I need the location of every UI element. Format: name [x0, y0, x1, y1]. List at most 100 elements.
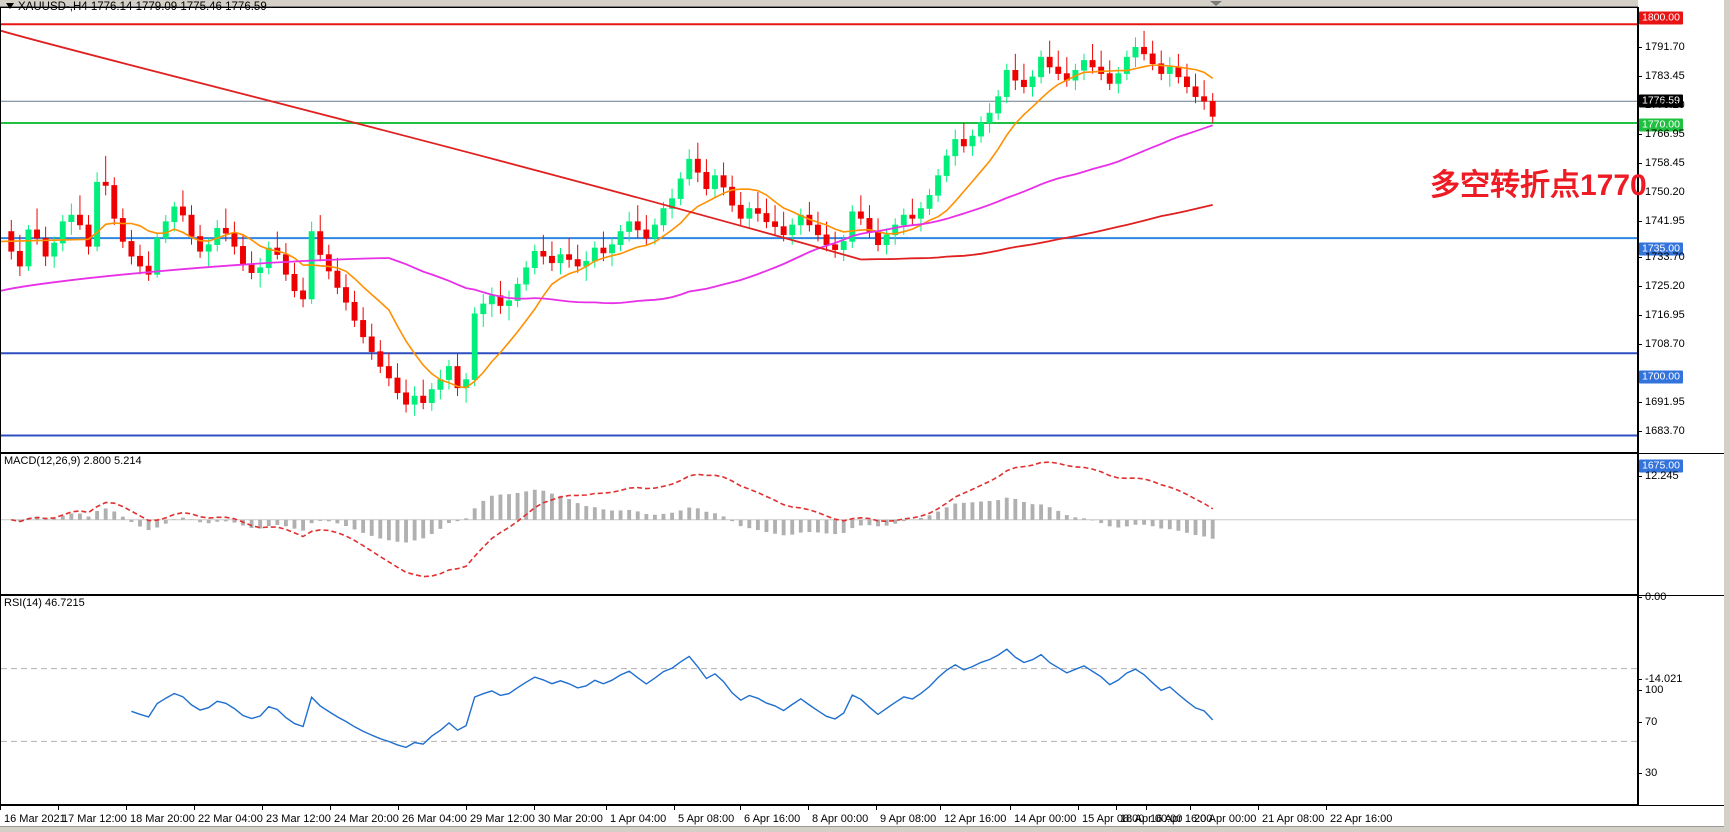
rsi-label: 70	[1645, 716, 1658, 728]
price-label: 1716.95	[1645, 309, 1685, 321]
time-label: 26 Mar 04:00	[402, 813, 467, 825]
scroll-grip[interactable]	[1210, 0, 1226, 7]
window-right-bar	[1724, 0, 1730, 832]
scale-tick	[1638, 76, 1642, 77]
price-label: 1691.95	[1645, 396, 1685, 408]
rsi-header: RSI(14) 46.7215	[4, 597, 85, 609]
scale-tick	[1638, 47, 1642, 48]
rsi-scale-divider	[1638, 595, 1730, 596]
price-label: 1708.70	[1645, 338, 1685, 350]
time-tick	[1326, 806, 1327, 810]
time-tick	[740, 806, 741, 810]
price-label: 1791.70	[1645, 41, 1685, 53]
macd-label: 0.00	[1645, 591, 1667, 603]
time-label: 29 Mar 12:00	[470, 813, 535, 825]
time-tick	[534, 806, 535, 810]
price-badge: 1735.00	[1639, 242, 1683, 256]
time-label: 15 Apr 08:00	[1082, 813, 1145, 825]
price-label: 1741.95	[1645, 215, 1685, 227]
window-top-strip	[0, 0, 1730, 7]
time-label: 24 Mar 20:00	[334, 813, 399, 825]
time-tick	[330, 806, 331, 810]
time-label: 1 Apr 04:00	[610, 813, 667, 825]
time-label: 20 Apr 00:00	[1194, 813, 1257, 825]
window-bottom-bar	[0, 826, 1730, 832]
time-tick	[194, 806, 195, 810]
time-label: 21 Apr 08:00	[1262, 813, 1325, 825]
time-label: 18 Mar 20:00	[130, 813, 195, 825]
price-scale[interactable]: 1800.00 1791.70 1783.45 1776.59 1775.20 1770.…	[1638, 0, 1730, 832]
time-label: 23 Mar 12:00	[266, 813, 331, 825]
scale-tick	[1638, 257, 1642, 258]
macd-label: 12.245	[1645, 470, 1679, 482]
scale-tick	[1638, 679, 1642, 680]
time-tick	[876, 806, 877, 810]
price-badge: 1800.00	[1639, 11, 1683, 25]
macd-scale-divider	[1638, 453, 1730, 454]
price-label: 1683.70	[1645, 425, 1685, 437]
scale-tick	[1638, 286, 1642, 287]
time-tick	[262, 806, 263, 810]
time-label: 17 Mar 12:00	[62, 813, 127, 825]
time-tick	[466, 806, 467, 810]
rsi-label: 30	[1645, 767, 1658, 779]
rsi-label: 100	[1645, 684, 1664, 696]
scale-tick	[1638, 476, 1642, 477]
chart-annotation: 多空转折点1770	[1430, 169, 1647, 202]
rsi-panel[interactable]	[0, 595, 1638, 805]
scale-tick	[1638, 722, 1642, 723]
scale-tick	[1638, 192, 1642, 193]
time-tick	[940, 806, 941, 810]
scale-tick	[1638, 105, 1642, 106]
time-tick	[1078, 806, 1079, 810]
time-label: 14 Apr 00:00	[1014, 813, 1077, 825]
price-label: 1766.95	[1645, 128, 1685, 140]
scale-tick	[1638, 431, 1642, 432]
time-tick	[606, 806, 607, 810]
time-label: 22 Mar 04:00	[198, 813, 263, 825]
time-tick	[1010, 806, 1011, 810]
time-tick	[674, 806, 675, 810]
price-label: 1783.45	[1645, 70, 1685, 82]
macd-panel[interactable]	[0, 453, 1638, 595]
price-badge: 1675.00	[1639, 459, 1683, 473]
time-label: 12 Apr 16:00	[944, 813, 1007, 825]
price-badge: 1776.59	[1639, 94, 1683, 108]
time-tick	[1116, 806, 1117, 810]
rsi-chart-canvas	[1, 648, 1637, 749]
time-tick	[398, 806, 399, 810]
time-label: 8 Apr 00:00	[812, 813, 869, 825]
time-label: 16 Apr 16:00	[1150, 813, 1213, 825]
macd-label: -14.021	[1645, 673, 1683, 685]
price-badge: 1700.00	[1639, 370, 1683, 384]
time-label: 18 Apr 00:00	[1120, 813, 1183, 825]
price-chart-canvas	[1, 23, 1637, 437]
scale-tick	[1638, 221, 1642, 222]
scale-tick	[1638, 597, 1642, 598]
time-tick	[0, 806, 1, 810]
price-label: 1758.45	[1645, 157, 1685, 169]
price-label: 1775.20	[1645, 99, 1685, 111]
scale-tick	[1638, 134, 1642, 135]
time-label: 16 Mar 2021	[4, 813, 66, 825]
time-label: 5 Apr 08:00	[678, 813, 735, 825]
time-tick	[58, 806, 59, 810]
scale-tick	[1638, 690, 1642, 691]
price-label: 1725.20	[1645, 280, 1685, 292]
time-label: 9 Apr 08:00	[880, 813, 937, 825]
scale-tick	[1638, 163, 1642, 164]
price-panel[interactable]	[0, 7, 1638, 453]
scale-divider	[1638, 7, 1639, 805]
caret-down-icon[interactable]	[6, 3, 14, 9]
time-tick	[1190, 806, 1191, 810]
time-tick	[126, 806, 127, 810]
price-badge: 1770.00	[1639, 118, 1683, 132]
time-tick	[1258, 806, 1259, 810]
time-tick	[808, 806, 809, 810]
symbol-header: XAUUSD-,H4 1776.14 1779.09 1775.46 1776.…	[6, 1, 267, 13]
time-label: 6 Apr 16:00	[744, 813, 801, 825]
macd-header: MACD(12,26,9) 2.800 5.214	[4, 455, 142, 467]
scale-tick	[1638, 402, 1642, 403]
time-label: 22 Apr 16:00	[1330, 813, 1393, 825]
